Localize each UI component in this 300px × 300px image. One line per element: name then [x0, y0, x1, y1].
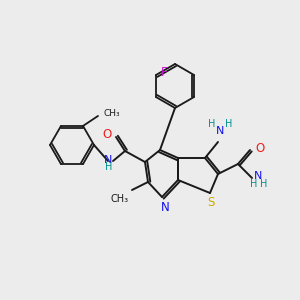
Text: H: H	[225, 119, 232, 129]
Text: N: N	[103, 155, 112, 165]
Text: S: S	[207, 196, 215, 209]
Text: H: H	[250, 179, 257, 189]
Text: N: N	[254, 171, 262, 181]
Text: O: O	[103, 128, 112, 142]
Text: N: N	[216, 126, 224, 136]
Text: F: F	[161, 65, 168, 79]
Text: H: H	[105, 162, 112, 172]
Text: CH₃: CH₃	[111, 194, 129, 204]
Text: H: H	[208, 119, 215, 129]
Text: O: O	[255, 142, 264, 154]
Text: CH₃: CH₃	[103, 110, 120, 118]
Text: H: H	[260, 179, 267, 189]
Text: N: N	[160, 201, 169, 214]
